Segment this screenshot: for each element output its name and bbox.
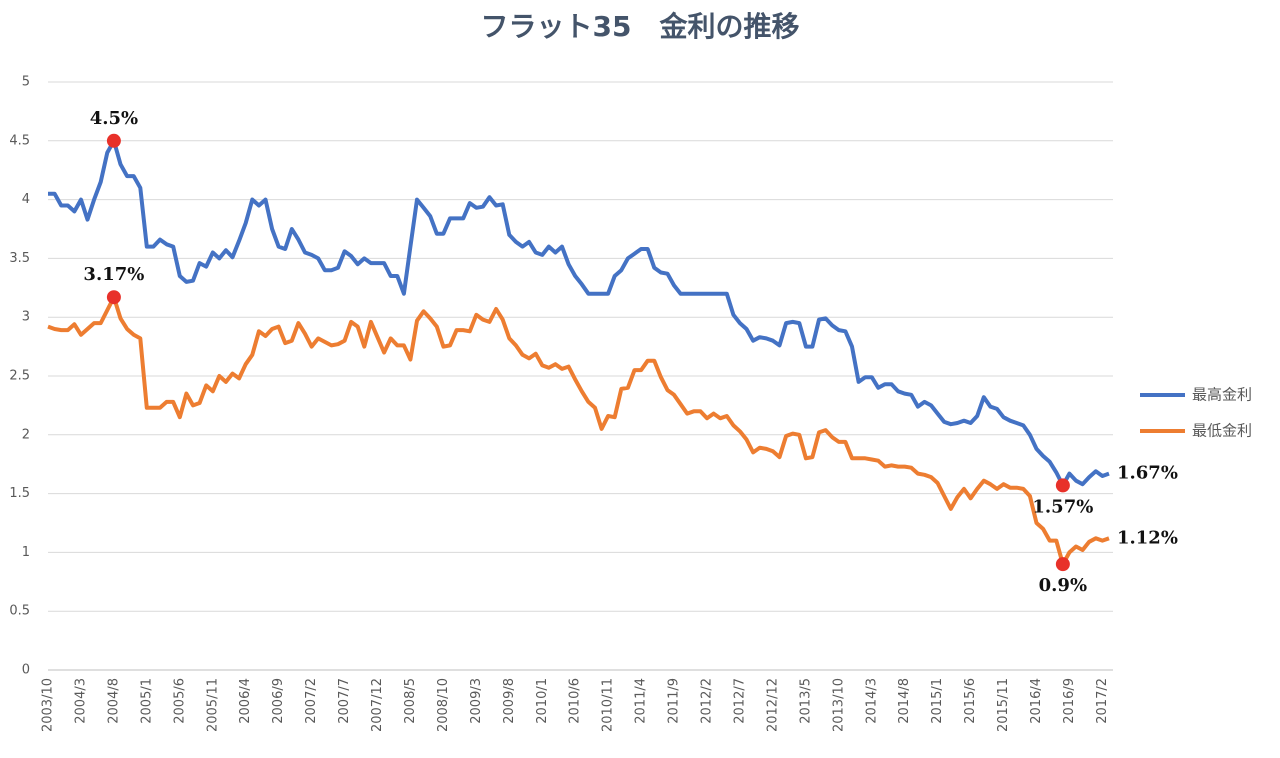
x-tick-label: 2006/9: [271, 678, 286, 724]
data-label: 1.67%: [1117, 463, 1178, 484]
y-tick-label: 4: [22, 192, 30, 207]
x-tick-label: 2012/12: [765, 678, 780, 732]
x-tick-label: 2013/10: [831, 678, 846, 732]
y-tick-label: 0: [22, 663, 30, 678]
data-label: 3.17%: [83, 264, 144, 285]
x-tick-label: 2008/10: [436, 678, 451, 732]
chart-title: フラット35 金利の推移: [481, 10, 800, 43]
x-tick-label: 2004/8: [106, 678, 121, 724]
data-label: 0.9%: [1039, 575, 1087, 596]
x-tick-label: 2007/2: [304, 678, 319, 724]
x-tick-label: 2010/11: [601, 678, 616, 732]
x-tick-label: 2005/6: [172, 678, 187, 724]
x-tick-label: 2016/4: [1029, 678, 1044, 724]
x-tick-label: 2010/1: [535, 678, 550, 724]
line-series: [48, 138, 1110, 488]
x-tick-label: 2007/7: [337, 678, 352, 724]
y-tick-label: 1: [22, 545, 30, 560]
x-tick-label: 2015/11: [996, 678, 1011, 732]
y-tick-label: 3.5: [9, 251, 30, 266]
x-tick-label: 2005/11: [205, 678, 220, 732]
legend-label: 最高金利: [1192, 386, 1252, 404]
x-tick-label: 2015/6: [963, 678, 978, 724]
x-tick-label: 2014/8: [897, 678, 912, 724]
y-tick-label: 2: [22, 427, 30, 442]
highlight-marker: [106, 133, 121, 148]
data-label: 1.12%: [1117, 527, 1178, 548]
x-tick-label: 2005/1: [139, 678, 154, 724]
highlight-marker: [1055, 557, 1070, 572]
legend-label: 最低金利: [1192, 422, 1252, 440]
highlight-marker: [1055, 478, 1070, 493]
line-series: [47, 295, 1110, 567]
y-tick-label: 2.5: [9, 369, 30, 384]
x-tick-label: 2004/3: [73, 678, 88, 724]
x-tick-label: 2014/3: [864, 678, 879, 724]
x-tick-label: 2010/6: [568, 678, 583, 724]
data-label: 1.57%: [1032, 496, 1093, 517]
y-tick-label: 1.5: [9, 486, 30, 501]
x-tick-label: 2009/8: [502, 678, 517, 724]
x-tick-label: 2011/9: [667, 678, 682, 724]
y-tick-label: 4.5: [9, 133, 30, 148]
highlight-marker: [106, 290, 121, 305]
x-tick-label: 2015/1: [930, 678, 945, 724]
x-tick-label: 2007/12: [370, 678, 385, 732]
x-tick-label: 2013/5: [798, 678, 813, 724]
x-tick-label: 2009/3: [469, 678, 484, 724]
x-tick-label: 2012/2: [700, 678, 715, 724]
y-tick-label: 0.5: [9, 604, 30, 619]
y-tick-label: 5: [22, 75, 30, 90]
data-label: 4.5%: [90, 108, 138, 129]
x-tick-label: 2012/7: [732, 678, 747, 724]
x-tick-label: 2017/2: [1095, 678, 1110, 724]
x-tick-label: 2011/4: [634, 678, 649, 724]
x-tick-label: 2003/10: [41, 678, 56, 732]
x-tick-label: 2016/9: [1062, 678, 1077, 724]
y-tick-label: 3: [22, 310, 30, 325]
x-tick-label: 2008/5: [403, 678, 418, 724]
x-tick-label: 2006/4: [238, 678, 253, 724]
